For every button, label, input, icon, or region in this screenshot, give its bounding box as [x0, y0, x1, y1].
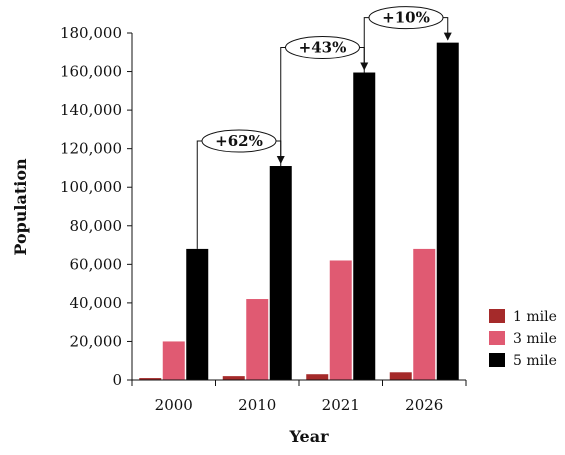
bar-5-mile-2010: [269, 166, 292, 380]
growth-bracket: [196, 140, 282, 249]
bar-5-mile-2026: [436, 42, 459, 381]
legend-label-1-mile: 1 mile: [513, 309, 557, 325]
bar-1-mile-2010: [222, 376, 245, 380]
bar-3-mile-2010: [246, 299, 269, 380]
growth-label: +43%: [299, 39, 347, 57]
legend-swatch-3-mile: [489, 331, 505, 345]
x-tick-label: 2021: [322, 396, 360, 414]
y-tick-label: 160,000: [60, 63, 122, 81]
y-axis-title: Population: [11, 158, 30, 256]
growth-label-bubble: [285, 36, 360, 60]
bar-5-mile-2021: [353, 72, 376, 381]
y-tick-label: 120,000: [60, 140, 122, 158]
y-tick-label: 20,000: [70, 332, 123, 350]
y-tick-label: 40,000: [70, 294, 123, 312]
legend-swatch-5-mile: [489, 353, 505, 367]
growth-label: +10%: [382, 9, 430, 27]
y-tick-label: 180,000: [60, 24, 122, 42]
y-tick-label: 100,000: [60, 178, 122, 196]
legend-label-3-mile: 3 mile: [513, 331, 557, 347]
x-axis-ticks: 2000 2010 2021 2026: [131, 380, 467, 414]
growth-bracket: [280, 47, 365, 167]
x-tick-label: 2000: [155, 396, 193, 414]
x-tick-label: 2026: [405, 396, 443, 414]
growth-annotations: +62% +43% +10%: [196, 6, 452, 249]
bars: [139, 42, 459, 381]
y-tick-label: 60,000: [70, 255, 123, 273]
y-tick-label: 0: [112, 371, 122, 389]
bar-3-mile-2026: [413, 248, 436, 380]
legend-swatch-1-mile: [489, 309, 505, 323]
x-tick-label: 2010: [238, 396, 276, 414]
legend-label-5-mile: 5 mile: [513, 353, 557, 369]
growth-arrowhead: [443, 32, 452, 41]
growth-label-bubble: [201, 129, 277, 153]
bar-5-mile-2000: [186, 248, 209, 380]
bar-3-mile-2000: [162, 341, 185, 380]
y-tick-label: 140,000: [60, 101, 122, 119]
growth-label-bubble: [368, 6, 444, 30]
y-axis-ticks: 0 20,000 40,000 60,000 80,000 100,000 120,000 1…: [60, 24, 132, 389]
y-tick-label: 80,000: [70, 217, 123, 235]
legend: 1 mile 3 mile 5 mile: [489, 309, 557, 369]
bar-1-mile-2026: [389, 372, 412, 380]
bar-1-mile-2000: [139, 378, 162, 380]
x-axis-title: Year: [288, 427, 329, 446]
growth-label: +62%: [215, 132, 263, 150]
bar-3-mile-2021: [329, 260, 352, 380]
bar-1-mile-2021: [306, 374, 329, 380]
